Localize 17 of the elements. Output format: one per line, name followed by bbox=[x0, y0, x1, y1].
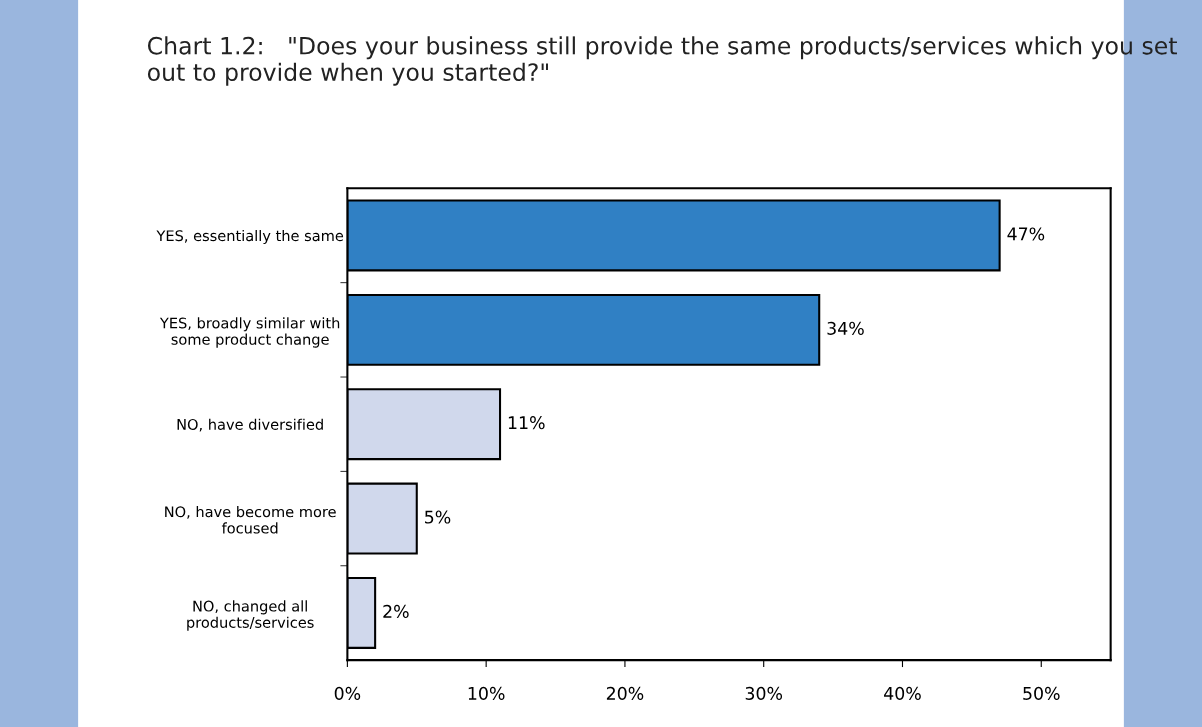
x-tick-label: 0% bbox=[334, 686, 361, 700]
y-tick-label: YES, essentially the same bbox=[156, 229, 344, 245]
chart-title: Chart 1.2: "Does your business still provide the same products/services which you set out to provide when you started?" bbox=[147, 36, 1177, 86]
data-label: 34% bbox=[827, 321, 864, 335]
data-label: 11% bbox=[508, 416, 545, 430]
x-tick-label: 40% bbox=[884, 686, 921, 700]
x-tick-label: 10% bbox=[468, 686, 505, 700]
y-tick-label: YES, broadly similar with some product change bbox=[159, 317, 340, 348]
y-tick-label: NO, changed all products/services bbox=[187, 600, 314, 631]
data-label: 5% bbox=[425, 510, 451, 524]
x-tick-label: 30% bbox=[745, 686, 783, 700]
x-tick-label: 50% bbox=[1023, 686, 1060, 700]
y-tick-label: NO, have diversified bbox=[177, 418, 323, 432]
x-tick-label: 20% bbox=[606, 686, 644, 700]
data-label: 2% bbox=[383, 604, 409, 618]
y-tick-label: NO, have become more focused bbox=[165, 505, 336, 534]
data-label: 47% bbox=[1007, 227, 1045, 241]
